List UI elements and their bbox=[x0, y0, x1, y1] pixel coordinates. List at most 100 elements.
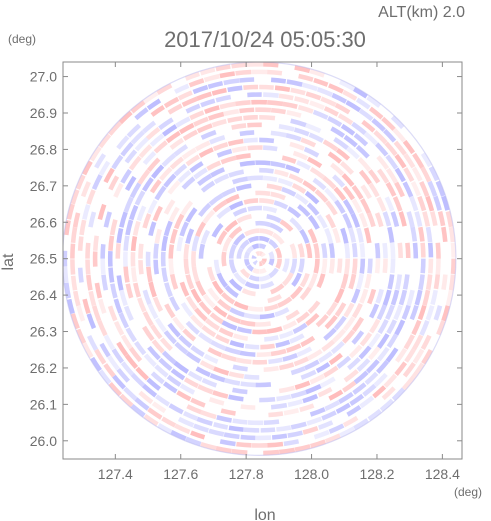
radar-cell bbox=[173, 144, 189, 157]
radar-cell bbox=[428, 166, 440, 182]
radar-cell bbox=[185, 320, 200, 335]
radar-cell bbox=[66, 203, 75, 220]
radar-cell bbox=[353, 418, 369, 431]
radar-cell bbox=[339, 161, 355, 175]
radar-cell bbox=[243, 427, 260, 433]
radar-cell bbox=[263, 419, 280, 426]
radar-cell bbox=[348, 227, 357, 243]
radar-cell bbox=[332, 328, 347, 343]
radar-cell bbox=[363, 131, 379, 146]
radar-cell bbox=[290, 390, 307, 399]
radar-cell bbox=[298, 73, 314, 82]
radar-cell bbox=[324, 433, 341, 444]
radar-cell bbox=[376, 360, 389, 374]
radar-cell bbox=[170, 368, 186, 381]
radar-cell bbox=[198, 243, 206, 259]
radar-cell bbox=[154, 317, 167, 333]
radar-cell bbox=[390, 289, 400, 306]
radar-cell bbox=[87, 334, 99, 351]
radar-cell bbox=[291, 182, 307, 194]
radar-cell bbox=[402, 181, 414, 198]
radar-cell bbox=[154, 364, 169, 378]
radar-cell bbox=[360, 198, 372, 215]
radar-cell bbox=[240, 434, 256, 441]
radar-cell bbox=[342, 185, 356, 201]
radar-cell bbox=[239, 160, 255, 167]
radar-cell bbox=[207, 111, 225, 121]
radar-cell bbox=[368, 332, 381, 348]
radar-cell bbox=[103, 167, 115, 184]
radar-cell bbox=[375, 142, 389, 157]
radar-cell bbox=[353, 370, 369, 385]
radar-cell bbox=[410, 226, 418, 242]
radar-cell bbox=[421, 349, 433, 365]
radar-cell bbox=[174, 341, 189, 355]
x-tick-label: 128.0 bbox=[294, 466, 329, 482]
radar-cell bbox=[289, 217, 303, 231]
radar-cell bbox=[360, 184, 373, 200]
radar-cell bbox=[211, 118, 227, 128]
radar-cell bbox=[367, 288, 377, 305]
radar-cell bbox=[70, 226, 78, 244]
radar-cell bbox=[183, 377, 199, 389]
radar-cell bbox=[259, 84, 274, 90]
radar-cell bbox=[251, 255, 257, 259]
radar-cell bbox=[196, 123, 213, 134]
radar-cell bbox=[97, 203, 107, 220]
radar-cell bbox=[211, 87, 227, 96]
radar-cell bbox=[209, 373, 226, 383]
radar-cell bbox=[435, 242, 441, 259]
radar-cell bbox=[356, 358, 371, 372]
radar-cell bbox=[351, 316, 365, 333]
radar-cell bbox=[239, 77, 255, 83]
radar-cell bbox=[108, 267, 115, 283]
radar-cell bbox=[296, 346, 313, 358]
radar-cell bbox=[374, 258, 381, 274]
radar-cell bbox=[193, 423, 210, 433]
radar-cell bbox=[115, 243, 121, 259]
y-tick-label: 26.3 bbox=[30, 324, 57, 340]
radar-cell bbox=[321, 339, 336, 352]
radar-cell bbox=[316, 87, 333, 97]
radar-cell bbox=[358, 169, 372, 185]
radar-cell bbox=[418, 274, 425, 291]
radar-cell bbox=[259, 235, 270, 243]
radar-cell bbox=[343, 134, 358, 148]
radar-cell bbox=[391, 387, 406, 402]
radar-cell bbox=[348, 344, 363, 359]
radar-cell bbox=[385, 167, 398, 184]
radar-cell bbox=[207, 80, 224, 89]
radar-cell bbox=[163, 199, 176, 215]
radar-cell bbox=[228, 425, 244, 432]
radar-cell bbox=[402, 139, 416, 155]
radar-cell bbox=[357, 157, 372, 172]
radar-cell bbox=[138, 260, 144, 275]
radar-cell bbox=[198, 202, 212, 217]
radar-cell bbox=[435, 258, 441, 275]
radar-cell bbox=[300, 335, 316, 348]
radar-cell bbox=[197, 384, 214, 395]
radar-cell bbox=[232, 176, 248, 185]
radar-cell bbox=[419, 320, 430, 336]
radar-cell bbox=[169, 296, 180, 312]
radar-cell bbox=[243, 198, 259, 205]
radar-cell bbox=[147, 407, 163, 420]
radar-cell bbox=[147, 199, 158, 215]
radar-cell bbox=[236, 441, 252, 448]
radar-cell bbox=[191, 235, 200, 252]
radar-cell bbox=[169, 273, 179, 290]
radar-cell bbox=[64, 282, 72, 299]
radar-cell bbox=[160, 251, 166, 267]
radar-cell bbox=[142, 325, 155, 342]
radar-cell bbox=[82, 298, 91, 315]
axis-ticks: 127.4 127.6 127.8 128.0 128.2 128.4 26.0 26.1 26… bbox=[30, 62, 462, 482]
radar-cell bbox=[107, 121, 122, 136]
radar-cell bbox=[302, 393, 319, 404]
radar-cell bbox=[345, 100, 362, 113]
radar-cell bbox=[268, 267, 279, 279]
radar-cell bbox=[129, 204, 139, 221]
radar-cell bbox=[123, 235, 130, 251]
radar-cell bbox=[153, 243, 159, 259]
radar-cell bbox=[325, 200, 338, 216]
radar-cell bbox=[142, 383, 158, 398]
